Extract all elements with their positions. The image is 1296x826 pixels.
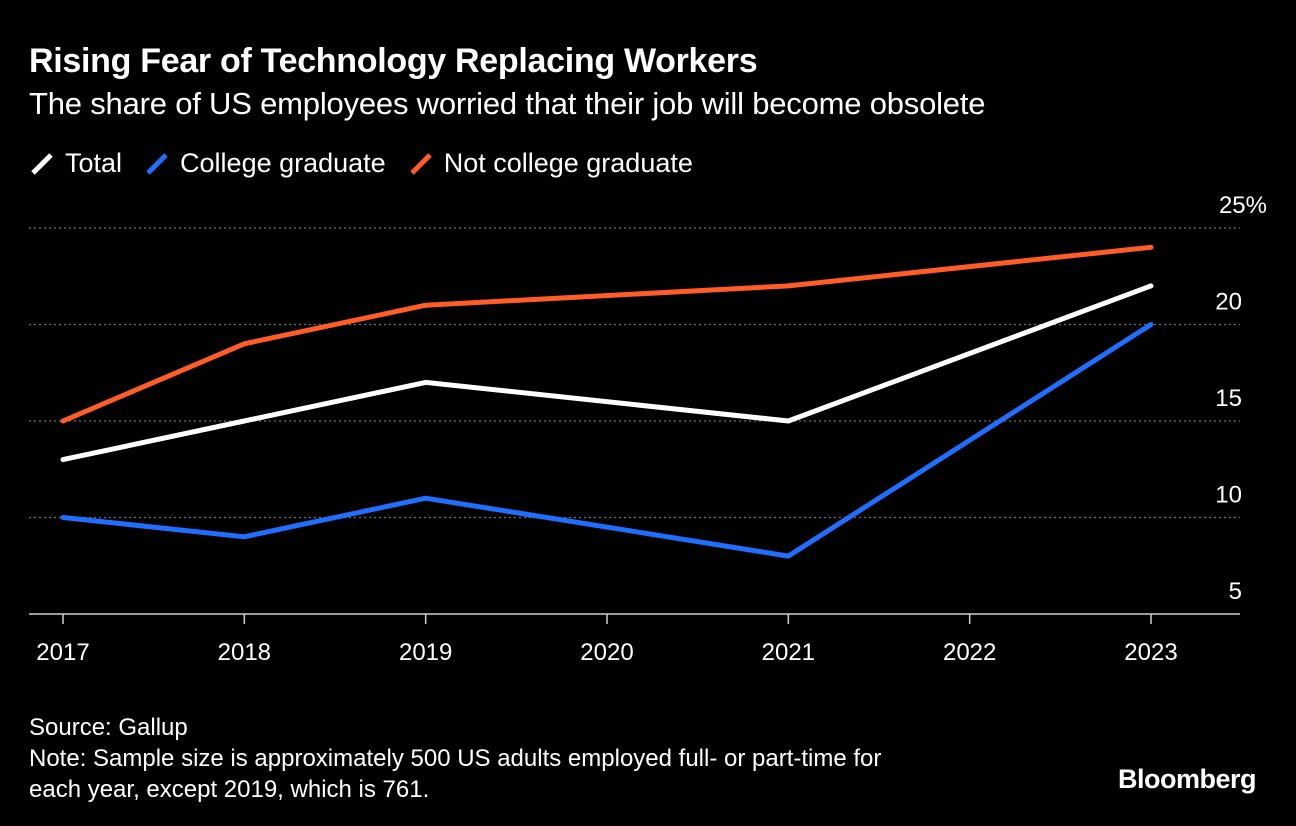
x-tick-label-2020: 2020: [580, 639, 633, 666]
series-line-not-college-graduate: [60, 244, 1154, 424]
y-tick-label-15: 15: [1215, 385, 1242, 412]
series-line-college-graduate: [60, 322, 1154, 559]
chart-subtitle: The share of US employees worried that t…: [29, 86, 986, 121]
y-tick-label-10: 10: [1215, 482, 1242, 509]
series-line-total: [60, 283, 1154, 463]
legend-swatch-college-icon: [146, 152, 168, 175]
legend-item-not-college: Not college graduate: [408, 148, 693, 179]
legend-item-total: Total: [29, 148, 122, 179]
legend-item-college: College graduate: [144, 148, 386, 179]
x-tick-label-2023: 2023: [1124, 639, 1177, 666]
legend-swatch-not-college-icon: [409, 152, 432, 175]
x-tick-label-2018: 2018: [218, 639, 271, 666]
y-tick-label-20: 20: [1215, 289, 1242, 316]
x-tick-label-2021: 2021: [762, 639, 815, 666]
chart-title: Rising Fear of Technology Replacing Work…: [29, 42, 758, 80]
legend-swatch-total-icon: [31, 152, 53, 175]
x-tick-label-2019: 2019: [399, 639, 452, 666]
legend: Total College graduate Not college gradu…: [29, 148, 715, 179]
x-tick-label-2022: 2022: [943, 639, 996, 666]
legend-label-not-college: Not college graduate: [443, 148, 693, 178]
chart-footer: Source: Gallup Note: Sample size is appr…: [29, 712, 881, 805]
legend-label-college: College graduate: [180, 148, 386, 178]
bloomberg-logo: Bloomberg: [1117, 764, 1257, 794]
line-chart: 25% 20 15 10 5 2017 2018 2019 2020 2021 2022 2023: [29, 192, 1267, 666]
note-text-line2: each year, except 2019, which is 761.: [29, 776, 430, 803]
legend-label-total: Total: [65, 148, 123, 178]
x-tick-label-2017: 2017: [36, 639, 89, 666]
y-tick-label-25: 25%: [1219, 192, 1267, 219]
y-tick-label-5: 5: [1229, 578, 1242, 605]
source-text: Source: Gallup: [29, 714, 188, 741]
note-text-line1: Note: Sample size is approximately 500 U…: [29, 745, 882, 772]
